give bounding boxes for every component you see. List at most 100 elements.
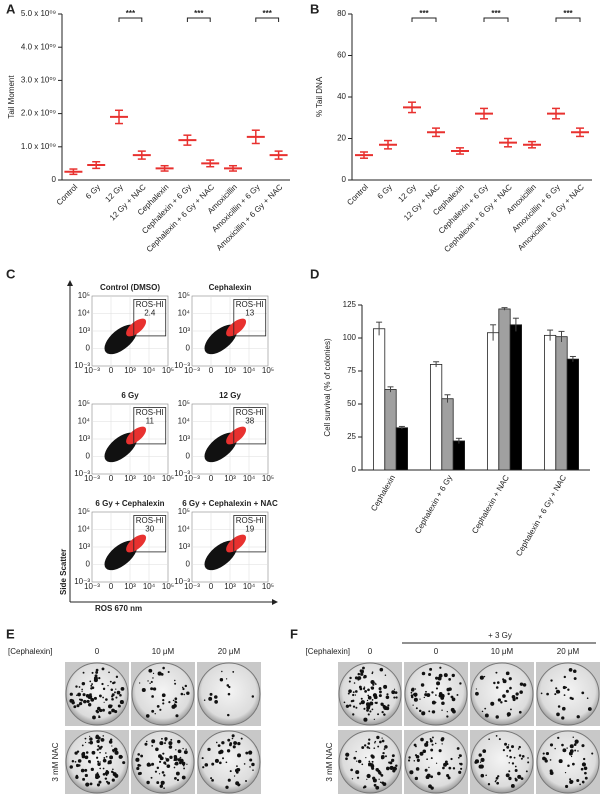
colony	[497, 775, 500, 778]
colony	[369, 710, 372, 713]
colony	[78, 686, 81, 688]
colony	[428, 784, 432, 789]
flow-title: Control (DMSO)	[100, 283, 160, 292]
gate-label: ROS-HI	[136, 408, 164, 417]
colony	[185, 748, 187, 750]
colony	[362, 687, 366, 690]
colony	[563, 675, 566, 679]
colony	[345, 704, 350, 708]
colony	[509, 686, 512, 690]
colony	[540, 692, 543, 695]
colony	[88, 694, 93, 699]
plate	[197, 730, 261, 794]
colony	[105, 755, 108, 758]
colony	[574, 749, 577, 752]
colony	[162, 702, 165, 705]
colony	[372, 683, 375, 686]
y-tick-label: 3.0 x 10⁰⁹	[21, 76, 56, 85]
colony	[236, 765, 238, 767]
colony	[421, 671, 426, 676]
flow-x-tick: 0	[209, 582, 214, 591]
colony	[361, 763, 364, 766]
colony	[429, 667, 433, 671]
colony	[179, 756, 182, 759]
x-tick-label: Cephalexin + 6 Gy	[413, 474, 454, 536]
colony	[214, 700, 218, 704]
colony	[490, 701, 495, 706]
y-tick-label: 125	[343, 300, 357, 309]
colony	[98, 780, 102, 784]
colony	[458, 770, 462, 774]
plate-dish	[470, 662, 534, 726]
colony	[178, 761, 182, 765]
colony	[163, 774, 166, 777]
colony	[579, 783, 581, 786]
colony	[107, 781, 111, 785]
colony	[159, 708, 162, 711]
colony	[357, 759, 362, 764]
colony	[98, 746, 102, 750]
colony	[155, 747, 159, 752]
colony	[227, 738, 231, 742]
plate-dish	[536, 662, 600, 726]
colony	[73, 705, 77, 709]
colony	[137, 772, 141, 776]
colony	[141, 687, 146, 693]
flow-title: 12 Gy	[219, 391, 241, 400]
colony	[561, 706, 566, 711]
bar	[544, 334, 557, 471]
colony	[360, 697, 363, 700]
flow-y-tick: 0	[186, 560, 191, 569]
significance-bracket	[118, 17, 143, 22]
plate	[470, 730, 534, 794]
colony	[183, 767, 186, 770]
colony	[363, 785, 367, 789]
colony	[137, 753, 141, 756]
bar	[395, 427, 409, 471]
colony	[392, 766, 397, 771]
colony	[505, 773, 510, 778]
significance-bracket	[186, 17, 211, 22]
colony	[211, 778, 214, 782]
colony	[389, 761, 393, 765]
colony	[448, 678, 452, 681]
colony	[100, 737, 105, 742]
colony	[364, 689, 367, 693]
colony	[118, 691, 120, 694]
colony	[508, 677, 512, 681]
colony	[485, 774, 487, 777]
colony	[365, 756, 367, 759]
flow-y-tick: 0	[186, 452, 191, 461]
colony	[168, 741, 173, 746]
colony	[441, 737, 445, 741]
colony	[115, 696, 118, 699]
colony	[81, 690, 83, 693]
colony	[161, 737, 163, 740]
colony	[361, 746, 365, 749]
flow-y-tick: 10³	[178, 542, 190, 551]
colony	[414, 776, 418, 781]
colony	[421, 711, 426, 716]
colony	[378, 694, 382, 698]
gate-label: ROS-HI	[136, 516, 164, 525]
colony	[118, 754, 123, 759]
colony	[371, 760, 374, 763]
colony	[366, 773, 371, 779]
flow-title: 6 Gy + Cephalexin	[95, 499, 164, 508]
gate	[133, 515, 167, 553]
colony	[76, 704, 80, 708]
colony	[104, 771, 108, 775]
colony	[248, 750, 253, 755]
flow-x-tick: 10⁻³	[184, 474, 200, 483]
colony	[111, 745, 113, 747]
colony	[366, 705, 371, 710]
flow-x-tick: 10⁵	[262, 582, 274, 591]
colony	[431, 710, 436, 714]
colony	[373, 747, 376, 749]
colony	[354, 690, 358, 693]
colony	[384, 745, 388, 749]
colony	[409, 770, 414, 775]
colony	[156, 766, 160, 770]
colony	[151, 744, 154, 747]
